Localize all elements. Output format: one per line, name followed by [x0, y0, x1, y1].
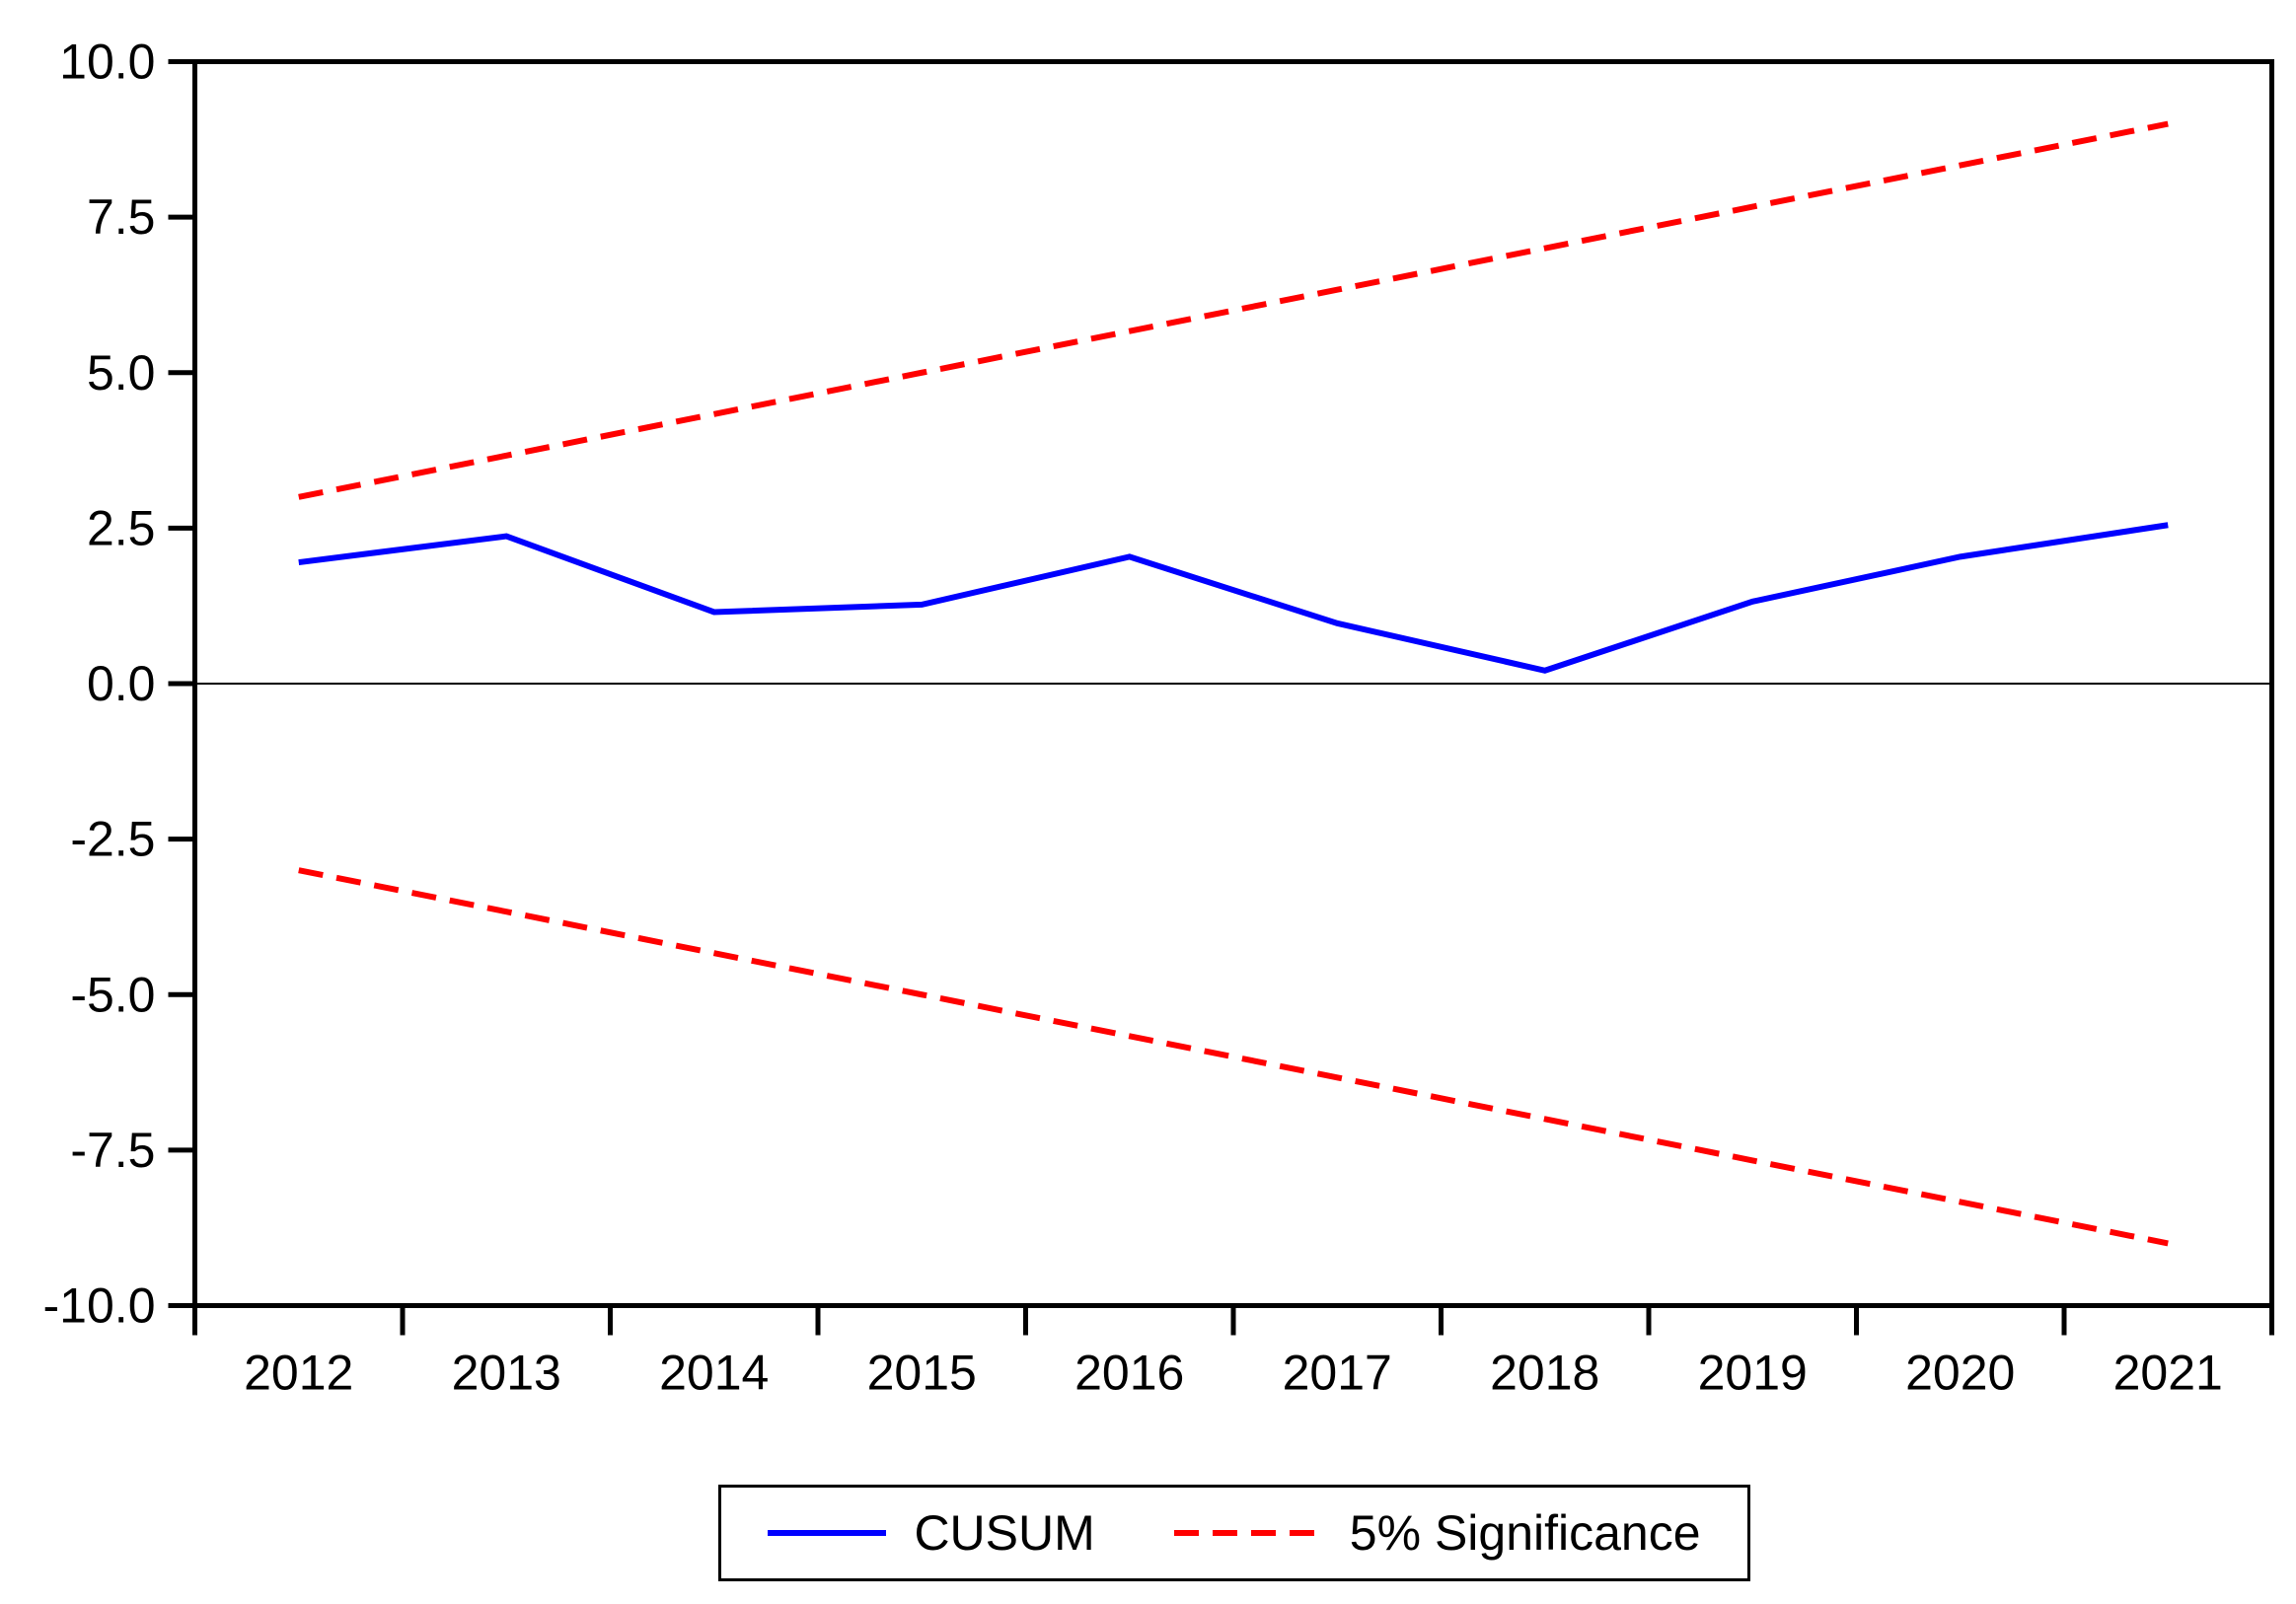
legend-item-significance: 5% Significance	[1173, 1505, 1701, 1561]
series-line-cusum	[298, 522, 2169, 674]
x-tick-label: 2019	[1698, 1346, 1808, 1401]
cusum-line-swatch-icon	[768, 1530, 887, 1536]
y-tick-label: 10.0	[59, 35, 155, 90]
series-line-5-significance-upper-bound	[298, 120, 2169, 500]
x-tick-label: 2014	[659, 1346, 769, 1401]
x-tick-label: 2021	[2113, 1346, 2223, 1401]
plot-frame	[192, 59, 2274, 1308]
x-tick-label: 2017	[1283, 1346, 1392, 1401]
legend-item-cusum: CUSUM	[768, 1505, 1095, 1561]
x-tick-label: 2016	[1074, 1346, 1184, 1401]
legend: CUSUM 5% Significance	[718, 1485, 1750, 1581]
x-tick-label: 2013	[452, 1346, 561, 1401]
x-tick-label: 2020	[1905, 1346, 2015, 1401]
y-tick-label: 2.5	[87, 500, 156, 555]
legend-label-cusum: CUSUM	[914, 1505, 1095, 1561]
y-tick-label: 5.0	[87, 345, 156, 401]
x-tick-label: 2012	[244, 1346, 353, 1401]
y-tick-label: 7.5	[87, 189, 156, 245]
y-tick-label: -2.5	[70, 812, 155, 867]
y-tick-label: -10.0	[43, 1278, 156, 1334]
significance-dashed-swatch-icon	[1173, 1530, 1322, 1536]
x-tick-label: 2015	[867, 1346, 977, 1401]
y-tick-label: -7.5	[70, 1123, 155, 1178]
legend-label-significance: 5% Significance	[1349, 1505, 1701, 1561]
y-tick-label: 0.0	[87, 656, 156, 711]
series-line-5-significance-lower-bound	[298, 867, 2169, 1247]
x-tick-label: 2018	[1490, 1346, 1599, 1401]
y-tick-label: -5.0	[70, 967, 155, 1022]
